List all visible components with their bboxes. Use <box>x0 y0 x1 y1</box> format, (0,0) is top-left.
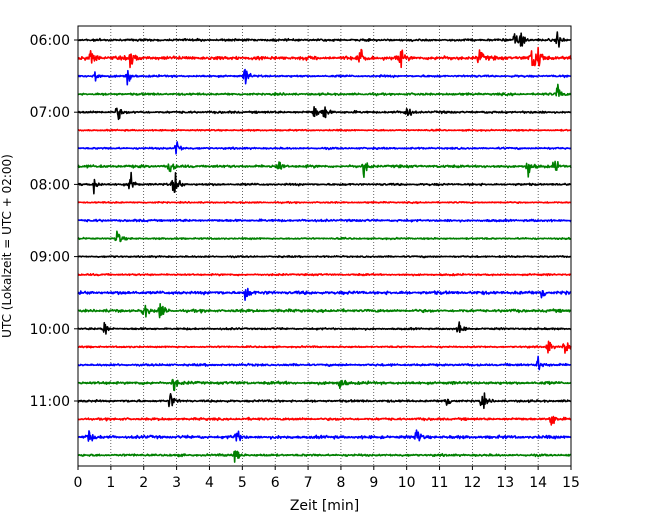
y-axis-label: UTC (Lokalzeit = UTC + 02:00) <box>0 154 14 338</box>
y-tick-label: 10:00 <box>30 322 70 338</box>
y-axis-ticks: 06:00 07:00 08:00 09:00 10:00 11:00 <box>30 33 78 410</box>
trace-line-0815 <box>77 200 572 205</box>
y-tick-label: 09:00 <box>30 250 70 266</box>
x-tick-label: 0 <box>74 475 83 491</box>
trace-line-0645 <box>77 83 572 97</box>
x-tick-label: 13 <box>496 475 514 491</box>
trace-line-1000 <box>77 321 572 335</box>
y-tick-label: 08:00 <box>30 177 70 193</box>
trace-line-0830 <box>77 218 572 223</box>
y-tick-label: 11:00 <box>30 394 70 410</box>
trace-line-0800 <box>77 171 572 195</box>
x-tick-label: 2 <box>139 475 148 491</box>
trace-line-1100 <box>77 392 572 410</box>
x-axis-label: Zeit [min] <box>290 498 359 514</box>
trace-line-0615 <box>77 46 572 69</box>
x-tick-label: 1 <box>106 475 115 491</box>
grid-layer <box>110 26 539 466</box>
x-tick-label: 11 <box>431 475 449 491</box>
x-tick-label: 8 <box>336 475 345 491</box>
x-tick-label: 5 <box>238 475 247 491</box>
x-tick-label: 7 <box>304 475 313 491</box>
x-tick-label: 12 <box>463 475 481 491</box>
trace-layer <box>77 31 572 463</box>
trace-line-0915 <box>77 272 572 277</box>
y-tick-label: 06:00 <box>30 33 70 49</box>
plot-frame <box>77 25 572 467</box>
x-tick-label: 15 <box>562 475 580 491</box>
trace-line-0700 <box>77 105 572 121</box>
x-tick-label: 14 <box>529 475 547 491</box>
trace-line-0945 <box>77 303 572 319</box>
trace-line-0600 <box>77 31 572 48</box>
trace-line-0845 <box>77 230 572 243</box>
x-tick-label: 4 <box>205 475 214 491</box>
x-tick-label: 10 <box>398 475 416 491</box>
trace-line-1130 <box>77 429 572 442</box>
trace-line-0730 <box>77 141 572 155</box>
x-tick-label: 9 <box>369 475 378 491</box>
trace-line-0745 <box>77 160 572 178</box>
trace-line-1045 <box>77 378 572 392</box>
plot-background <box>78 26 571 466</box>
x-tick-label: 3 <box>172 475 181 491</box>
x-tick-label: 6 <box>271 475 280 491</box>
trace-line-1145 <box>77 450 572 463</box>
x-axis-ticks: 0 1 2 3 4 5 6 7 8 9 10 11 12 13 14 15 <box>74 466 580 491</box>
trace-line-1115 <box>77 415 572 426</box>
trace-line-0930 <box>77 287 572 301</box>
trace-line-1015 <box>77 340 572 354</box>
trace-line-0900 <box>77 254 572 259</box>
trace-line-0715 <box>77 128 572 132</box>
y-tick-label: 07:00 <box>30 105 70 121</box>
trace-line-1030 <box>77 355 572 371</box>
trace-line-0630 <box>77 68 572 86</box>
